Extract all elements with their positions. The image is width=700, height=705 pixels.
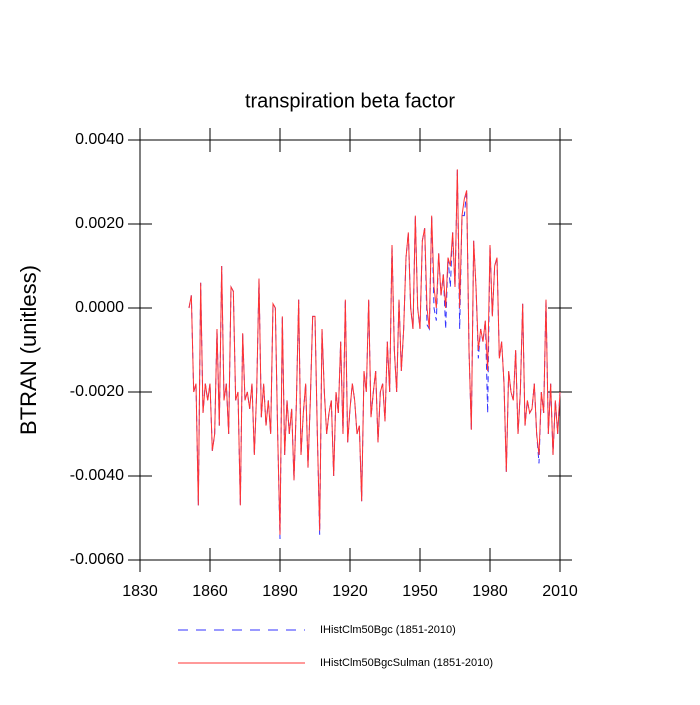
chart-title: transpiration beta factor [245, 90, 455, 112]
x-tick-label: 1920 [332, 583, 368, 600]
series-line [188, 169, 561, 535]
series-line [188, 169, 561, 540]
y-tick-label: 0.0020 [75, 215, 124, 232]
y-tick-label: -0.0040 [70, 467, 124, 484]
y-tick-label: 0.0000 [75, 299, 124, 316]
x-tick-label: 1860 [192, 583, 228, 600]
x-tick-label: 1830 [122, 583, 158, 600]
x-tick-label: 1980 [472, 583, 508, 600]
y-axis-label: BTRAN (unitless) [16, 265, 41, 435]
legend-label: IHistClm50Bgc (1851-2010) [320, 624, 456, 636]
x-tick-label: 2010 [542, 583, 578, 600]
x-tick-label: 1890 [262, 583, 298, 600]
x-tick-label: 1950 [402, 583, 438, 600]
plot-frame [139, 139, 561, 561]
y-tick-label: -0.0020 [70, 383, 124, 400]
y-tick-label: 0.0040 [75, 131, 124, 148]
y-tick-label: -0.0060 [70, 551, 124, 568]
legend-label: IHistClm50BgcSulman (1851-2010) [320, 657, 493, 669]
